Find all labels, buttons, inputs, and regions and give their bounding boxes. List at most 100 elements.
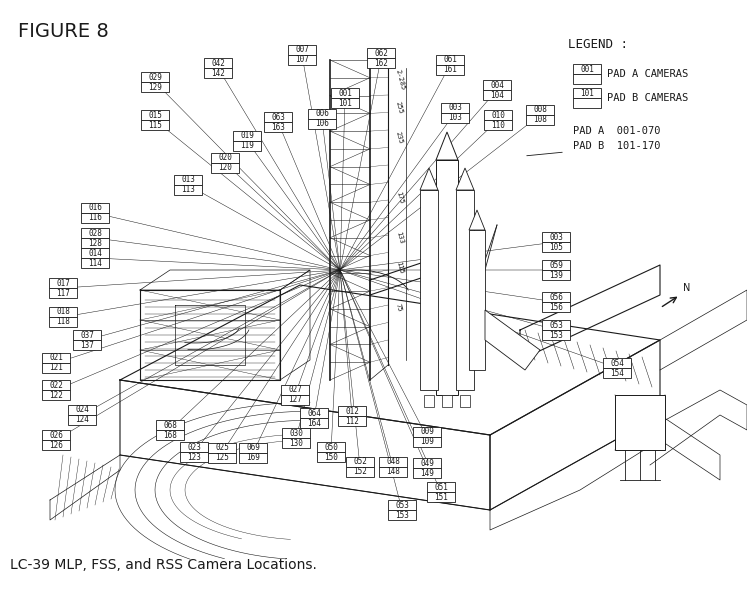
Text: 051: 051 <box>434 483 448 492</box>
Bar <box>141 82 169 92</box>
Text: 003: 003 <box>448 104 462 113</box>
Text: 108: 108 <box>533 116 547 125</box>
Text: 026: 026 <box>49 430 63 439</box>
Text: 037: 037 <box>80 331 94 340</box>
Text: 75: 75 <box>395 303 403 313</box>
Text: 122: 122 <box>49 390 63 399</box>
Bar <box>542 320 570 330</box>
Text: 103: 103 <box>448 113 462 123</box>
Text: 056: 056 <box>549 293 563 302</box>
Bar <box>483 80 511 90</box>
Bar <box>388 510 416 520</box>
Text: 115: 115 <box>395 261 404 275</box>
Text: 007: 007 <box>295 45 309 54</box>
Bar <box>73 330 101 340</box>
Bar <box>573 74 601 84</box>
Bar <box>388 500 416 510</box>
Text: 009: 009 <box>420 427 434 436</box>
Bar <box>424 395 434 407</box>
Bar <box>603 368 631 378</box>
Text: 028: 028 <box>88 228 102 237</box>
Bar <box>484 110 512 120</box>
Bar <box>441 113 469 123</box>
Bar <box>542 270 570 280</box>
Bar <box>211 153 239 163</box>
Bar <box>573 88 601 98</box>
Text: 117: 117 <box>56 288 70 297</box>
Bar <box>573 64 601 74</box>
Text: 030: 030 <box>289 429 303 437</box>
Bar <box>81 203 109 213</box>
Text: 161: 161 <box>443 66 457 74</box>
Text: 021: 021 <box>49 353 63 362</box>
Text: 151: 151 <box>434 492 448 501</box>
Text: 059: 059 <box>549 260 563 269</box>
Bar <box>42 440 70 450</box>
Text: 015: 015 <box>148 110 162 120</box>
Text: 052: 052 <box>353 458 367 467</box>
Text: 010: 010 <box>491 110 505 120</box>
Text: LEGEND :: LEGEND : <box>568 38 628 51</box>
Text: 068: 068 <box>163 421 177 430</box>
Bar <box>484 120 512 130</box>
Text: 149: 149 <box>420 468 434 477</box>
Text: PAD B CAMERAS: PAD B CAMERAS <box>607 93 688 103</box>
Bar <box>180 442 208 452</box>
Text: 064: 064 <box>307 408 321 418</box>
Bar <box>208 453 236 463</box>
Bar <box>204 58 232 68</box>
Bar <box>367 58 395 68</box>
Bar <box>42 380 70 390</box>
Text: 023: 023 <box>187 442 201 452</box>
Text: 153: 153 <box>549 331 563 340</box>
Text: 119: 119 <box>240 141 254 151</box>
Bar <box>42 430 70 440</box>
Bar <box>542 330 570 340</box>
Text: 137: 137 <box>80 340 94 349</box>
Bar <box>281 395 309 405</box>
Text: 142: 142 <box>211 69 225 77</box>
Text: 018: 018 <box>56 308 70 316</box>
Text: PAD A CAMERAS: PAD A CAMERAS <box>607 69 688 79</box>
Text: 121: 121 <box>49 364 63 372</box>
Bar <box>338 406 366 416</box>
Bar <box>542 292 570 302</box>
Bar <box>379 467 407 477</box>
Bar <box>68 405 96 415</box>
Bar <box>208 443 236 453</box>
Text: 123: 123 <box>187 452 201 461</box>
Bar <box>49 317 77 327</box>
Bar <box>436 55 464 65</box>
Bar <box>436 65 464 75</box>
Bar <box>81 238 109 248</box>
Text: 2-285: 2-285 <box>395 69 406 91</box>
Bar <box>211 163 239 173</box>
Text: 004: 004 <box>490 80 504 89</box>
Text: 110: 110 <box>491 120 505 129</box>
Text: 014: 014 <box>88 249 102 257</box>
Bar <box>331 88 359 98</box>
Text: 129: 129 <box>148 82 162 92</box>
Bar <box>603 358 631 368</box>
Text: 109: 109 <box>420 437 434 446</box>
Bar <box>460 395 470 407</box>
Text: 235: 235 <box>395 131 404 145</box>
Bar <box>317 442 345 452</box>
Text: 106: 106 <box>315 120 329 129</box>
Text: 042: 042 <box>211 58 225 67</box>
Text: 063: 063 <box>271 113 285 122</box>
Text: 118: 118 <box>56 318 70 327</box>
Polygon shape <box>456 168 474 190</box>
Text: 053: 053 <box>395 501 409 510</box>
Text: 255: 255 <box>395 101 404 115</box>
Text: 069: 069 <box>246 443 260 452</box>
Bar <box>156 420 184 430</box>
Text: 053: 053 <box>549 321 563 330</box>
Text: 016: 016 <box>88 203 102 213</box>
Bar <box>331 98 359 108</box>
Bar <box>483 90 511 100</box>
Bar <box>573 98 601 108</box>
Bar <box>379 457 407 467</box>
Text: 114: 114 <box>88 259 102 268</box>
Text: 164: 164 <box>307 418 321 427</box>
